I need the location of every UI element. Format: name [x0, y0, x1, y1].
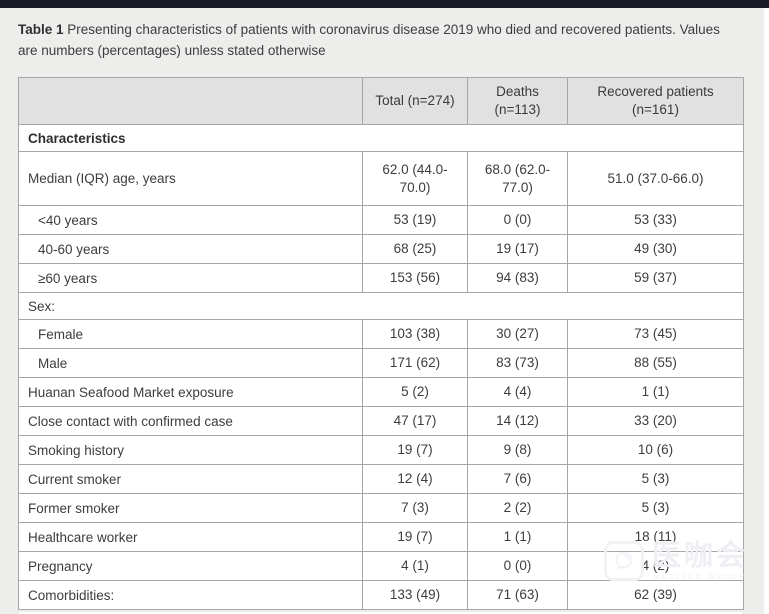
deaths-cell: 1 (1) — [467, 522, 568, 552]
total-cell: 171 (62) — [362, 348, 468, 378]
table-row: Close contact with confirmed case 47 (17)… — [18, 406, 744, 436]
deaths-cell: 2 (2) — [467, 493, 568, 523]
row-label-cell: ≥60 years — [18, 263, 363, 293]
row-label-cell: Comorbidities: — [18, 580, 363, 610]
total-cell: 53 (19) — [362, 205, 468, 235]
table-caption: Table 1 Presenting characteristics of pa… — [18, 19, 726, 61]
table-row: <40 years 53 (19) 0 (0) 53 (33) — [18, 205, 744, 235]
recovered-cell: 51.0 (37.0-66.0) — [567, 151, 744, 206]
cutoff-next-row — [19, 612, 742, 614]
recovered-cell: 73 (45) — [567, 319, 744, 349]
recovered-cell: 53 (33) — [567, 205, 744, 235]
table-row: Comorbidities: 133 (49) 71 (63) 62 (39) — [18, 580, 744, 610]
row-label-cell: Huanan Seafood Market exposure — [18, 377, 363, 407]
deaths-cell: 4 (4) — [467, 377, 568, 407]
table-row: Healthcare worker 19 (7) 1 (1) 18 (11) — [18, 522, 744, 552]
header-total: Total (n=274) — [362, 77, 468, 125]
header-total-label: Total (n=274) — [375, 93, 455, 108]
row-label-cell: Pregnancy — [18, 551, 363, 581]
recovered-cell: 88 (55) — [567, 348, 744, 378]
total-cell: 133 (49) — [362, 580, 468, 610]
table-caption-label: Table 1 — [18, 22, 64, 37]
recovered-cell: 18 (11) — [567, 522, 744, 552]
total-cell: 7 (3) — [362, 493, 468, 523]
recovered-cell: 62 (39) — [567, 580, 744, 610]
deaths-cell: 83 (73) — [467, 348, 568, 378]
table1: Total (n=274) Deaths (n=113) Recovered p… — [18, 77, 744, 610]
deaths-cell: 0 (0) — [467, 551, 568, 581]
recovered-cell: 1 (1) — [567, 377, 744, 407]
row-label-cell: Healthcare worker — [18, 522, 363, 552]
deaths-cell: 30 (27) — [467, 319, 568, 349]
table-row: Sex: — [18, 292, 744, 320]
recovered-cell: 5 (3) — [567, 464, 744, 494]
table-row: 40-60 years 68 (25) 19 (17) 49 (30) — [18, 234, 744, 264]
header-recovered-line1: Recovered patients — [597, 84, 714, 99]
header-recovered: Recovered patients (n=161) — [567, 77, 744, 125]
top-dark-bar — [0, 0, 769, 8]
row-label-cell: <40 years — [18, 205, 363, 235]
deaths-cell: 14 (12) — [467, 406, 568, 436]
table-row: Characteristics — [18, 124, 744, 152]
recovered-cell: 33 (20) — [567, 406, 744, 436]
total-cell: 103 (38) — [362, 319, 468, 349]
row-label-cell: Close contact with confirmed case — [18, 406, 363, 436]
total-cell: 12 (4) — [362, 464, 468, 494]
header-row: Total (n=274) Deaths (n=113) Recovered p… — [18, 77, 744, 125]
deaths-cell: 9 (8) — [467, 435, 568, 465]
table-row: ≥60 years 153 (56) 94 (83) 59 (37) — [18, 263, 744, 293]
total-cell: 19 (7) — [362, 522, 468, 552]
recovered-cell: 10 (6) — [567, 435, 744, 465]
total-cell: 47 (17) — [362, 406, 468, 436]
header-empty-cell — [18, 77, 363, 125]
header-deaths: Deaths (n=113) — [467, 77, 568, 125]
row-label-cell: Current smoker — [18, 464, 363, 494]
table-row: Smoking history 19 (7) 9 (8) 10 (6) — [18, 435, 744, 465]
row-label-cell: Smoking history — [18, 435, 363, 465]
section-label-cell: Sex: — [18, 292, 744, 320]
row-label-cell: Female — [18, 319, 363, 349]
row-label-cell: Median (IQR) age, years — [18, 151, 363, 206]
recovered-cell: 4 (2) — [567, 551, 744, 581]
header-recovered-line2: (n=161) — [632, 102, 679, 117]
total-cell: 68 (25) — [362, 234, 468, 264]
table-row: Pregnancy 4 (1) 0 (0) 4 (2) — [18, 551, 744, 581]
table-row: Former smoker 7 (3) 2 (2) 5 (3) — [18, 493, 744, 523]
table-row: Huanan Seafood Market exposure 5 (2) 4 (4)… — [18, 377, 744, 407]
recovered-cell: 5 (3) — [567, 493, 744, 523]
table-caption-text: Presenting characteristics of patients w… — [18, 22, 720, 58]
table-row: Median (IQR) age, years 62.0 (44.0-70.0) 6… — [18, 151, 744, 206]
header-deaths-line2: (n=113) — [494, 102, 541, 117]
deaths-cell: 68.0 (62.0-77.0) — [467, 151, 568, 206]
table-row: Male 171 (62) 83 (73) 88 (55) — [18, 348, 744, 378]
total-cell: 153 (56) — [362, 263, 468, 293]
total-cell: 4 (1) — [362, 551, 468, 581]
deaths-cell: 71 (63) — [467, 580, 568, 610]
deaths-cell: 0 (0) — [467, 205, 568, 235]
table-body: Characteristics Median (IQR) age, years 62… — [18, 124, 744, 610]
deaths-cell: 19 (17) — [467, 234, 568, 264]
recovered-cell: 49 (30) — [567, 234, 744, 264]
table-row: Current smoker 12 (4) 7 (6) 5 (3) — [18, 464, 744, 494]
section-label-cell: Characteristics — [18, 124, 744, 152]
total-cell: 5 (2) — [362, 377, 468, 407]
total-cell: 19 (7) — [362, 435, 468, 465]
header-deaths-line1: Deaths — [496, 84, 539, 99]
total-cell: 62.0 (44.0-70.0) — [362, 151, 468, 206]
page-right-margin — [764, 0, 769, 614]
row-label-cell: 40-60 years — [18, 234, 363, 264]
deaths-cell: 94 (83) — [467, 263, 568, 293]
row-label-cell: Former smoker — [18, 493, 363, 523]
row-label-cell: Male — [18, 348, 363, 378]
table-row: Female 103 (38) 30 (27) 73 (45) — [18, 319, 744, 349]
recovered-cell: 59 (37) — [567, 263, 744, 293]
deaths-cell: 7 (6) — [467, 464, 568, 494]
